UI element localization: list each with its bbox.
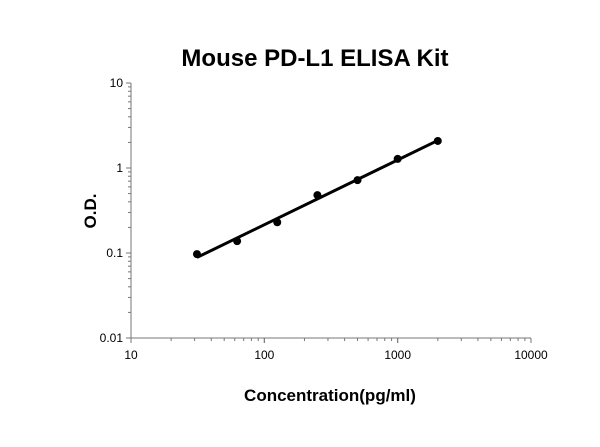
data-point	[192, 250, 201, 259]
data-point	[313, 191, 322, 200]
x-tick-label: 100	[254, 348, 274, 362]
y-tick-label: 1	[116, 161, 123, 175]
chart-title: Mouse PD-L1 ELISA Kit	[181, 45, 448, 72]
data-point	[433, 136, 442, 145]
y-tick-label: 0.1	[106, 246, 123, 260]
data-point	[273, 218, 282, 227]
data-point	[353, 176, 362, 185]
y-tick-label: 10	[110, 76, 124, 90]
x-tick-label: 10000	[514, 348, 548, 362]
data-point	[393, 154, 402, 163]
data-point	[233, 237, 242, 246]
y-axis-label: O.D.	[81, 194, 100, 229]
y-tick-label: 0.01	[100, 331, 124, 345]
x-axis-label: Concentration(pg/ml)	[244, 386, 416, 405]
x-tick-label: 1000	[384, 348, 411, 362]
x-tick-label: 10	[124, 348, 138, 362]
